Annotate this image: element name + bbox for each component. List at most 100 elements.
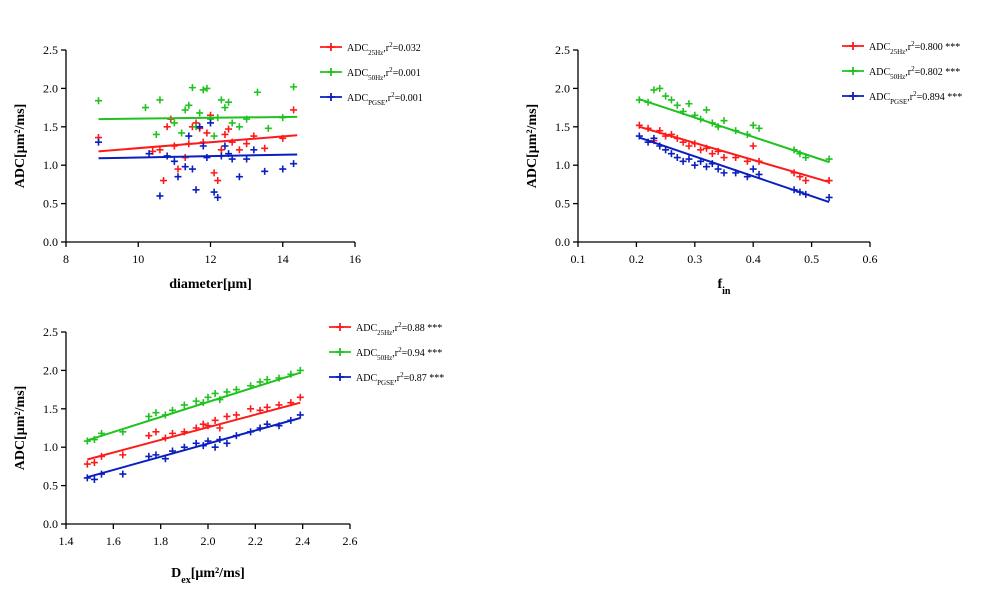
data-point-25hz (702, 144, 710, 152)
data-point-50hz (188, 84, 196, 92)
series-pgse (635, 132, 833, 204)
data-point-pgse (174, 173, 182, 181)
data-point-25hz (214, 177, 222, 185)
data-point-25hz (275, 401, 283, 409)
data-point-50hz (181, 106, 189, 114)
data-point-pgse (662, 146, 670, 154)
data-point-50hz (204, 393, 212, 401)
data-point-50hz (199, 399, 207, 407)
legend-item-25hz: ADC25Hz,r2=0.032 (320, 41, 421, 57)
data-point-25hz (685, 142, 693, 150)
y-tick-label: 1.0 (555, 158, 570, 172)
data-point-pgse (98, 470, 105, 478)
data-point-25hz (119, 451, 127, 459)
data-point-25hz (247, 405, 255, 413)
data-point-25hz (250, 132, 258, 140)
data-point-25hz (145, 432, 153, 440)
x-tick-label: 0.1 (571, 252, 586, 266)
data-point-50hz (644, 98, 652, 106)
series-25hz (83, 393, 304, 468)
data-point-pgse (702, 163, 710, 171)
y-tick-label: 0.5 (43, 197, 58, 211)
data-point-50hz (210, 132, 218, 140)
data-point-25hz (755, 157, 763, 165)
data-point-25hz (296, 393, 304, 401)
data-point-pgse (207, 119, 214, 127)
data-point-pgse (196, 123, 204, 131)
x-tick-label: 2.2 (248, 534, 263, 548)
data-point-25hz (732, 154, 740, 162)
data-point-50hz (714, 123, 722, 131)
panel-c: 0.0 0.5 1.0 1.5 2.0 2.5 1.4 1.6 1.8 2.0 2.2 2.4 2.6 A… (13, 321, 444, 586)
data-point-50hz (755, 124, 763, 132)
data-point-50hz (256, 378, 264, 386)
data-point-pgse (181, 163, 189, 171)
data-point-25hz (644, 124, 652, 132)
data-point-25hz (697, 146, 705, 154)
x-tick-label: 2.0 (201, 534, 216, 548)
legend-item-50hz: ADC50Hz,r2=0.802 *** (842, 65, 960, 81)
data-point-25hz (235, 146, 243, 154)
data-point-pgse (802, 190, 810, 198)
legend-marker (849, 42, 857, 50)
data-point-pgse (667, 150, 675, 158)
data-point-25hz (192, 424, 200, 432)
x-tick-label: 1.6 (106, 534, 121, 548)
y-tick-label: 0.5 (555, 197, 570, 211)
data-point-25hz (256, 406, 264, 414)
y-tick-label: 0.0 (555, 235, 570, 249)
x-axis-title: fin (717, 277, 730, 297)
x-tick-label: 12 (205, 252, 217, 266)
data-point-25hz (210, 169, 218, 177)
data-point-25hz (149, 147, 157, 155)
data-point-25hz (211, 416, 219, 424)
legend-item-pgse: ADCPGSE,r2=0.001 (320, 91, 423, 107)
data-point-50hz (98, 429, 105, 437)
x-axis-title: Dex[μm²/ms] (171, 566, 245, 586)
data-point-50hz (685, 100, 693, 108)
legend-label: ADC25Hz,r2=0.032 (347, 41, 421, 57)
data-point-50hz (95, 97, 103, 105)
data-point-50hz (749, 121, 757, 129)
data-point-25hz (180, 428, 188, 436)
data-point-50hz (152, 409, 160, 417)
x-tick-label: 0.6 (863, 252, 878, 266)
data-point-pgse (256, 424, 264, 432)
data-point-pgse (216, 436, 224, 444)
data-point-25hz (232, 411, 240, 419)
legend-item-25hz: ADC25Hz,r2=0.88 *** (329, 321, 442, 337)
data-point-pgse (708, 160, 716, 168)
data-point-50hz (667, 96, 675, 104)
data-point-pgse (691, 161, 699, 169)
data-point-pgse (214, 193, 222, 201)
data-point-25hz (203, 129, 211, 137)
data-point-pgse (296, 411, 304, 419)
legend: ADC25Hz,r2=0.800 *** ADC50Hz,r2=0.802 ***… (842, 40, 962, 106)
series-50hz (83, 366, 304, 445)
legend-item-pgse: ADCPGSE,r2=0.87 *** (329, 371, 444, 387)
data-point-50hz (221, 104, 229, 112)
data-point-50hz (275, 374, 283, 382)
data-point-25hz (199, 420, 207, 428)
data-point-pgse (290, 160, 298, 168)
data-point-25hz (261, 144, 269, 152)
legend-marker (336, 373, 344, 381)
data-point-50hz (743, 130, 751, 138)
data-point-pgse (714, 165, 722, 173)
data-point-pgse (796, 188, 804, 196)
y-axis-title: ADC[μm²/ms] (525, 104, 540, 188)
fit-line-pgse (87, 417, 301, 479)
x-tick-label: 10 (132, 252, 144, 266)
data-point-50hz (83, 437, 91, 445)
legend-item-pgse: ADCPGSE,r2=0.894 *** (842, 90, 962, 106)
data-point-50hz (732, 127, 740, 135)
data-point-50hz (287, 370, 295, 378)
legend-label: ADC50Hz,r2=0.802 *** (869, 65, 960, 81)
data-point-25hz (169, 429, 176, 437)
data-point-50hz (225, 98, 233, 106)
data-point-50hz (673, 101, 681, 109)
legend-label: ADC50Hz,r2=0.001 (347, 66, 421, 82)
data-point-pgse (743, 173, 751, 181)
data-point-pgse (732, 169, 740, 177)
data-point-pgse (650, 134, 658, 142)
